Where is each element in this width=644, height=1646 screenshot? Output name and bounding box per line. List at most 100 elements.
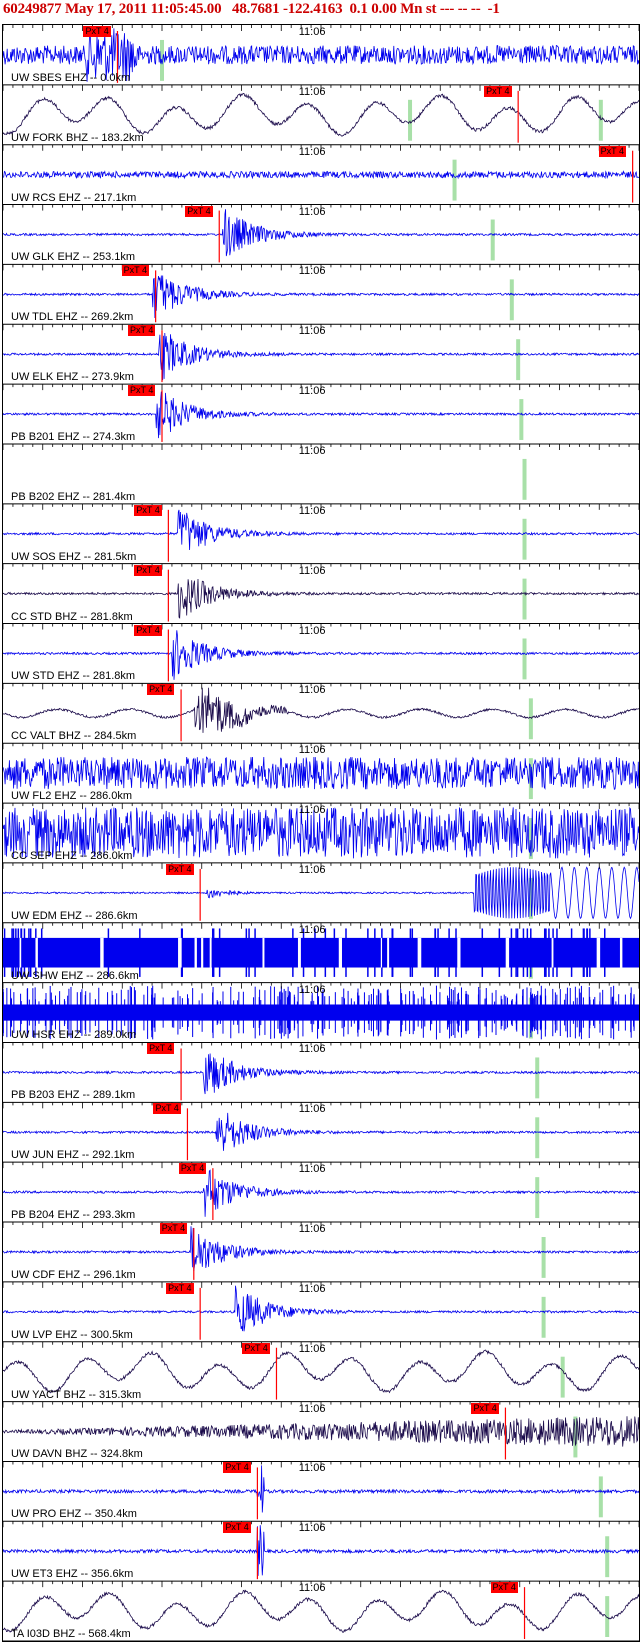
time-label: 11:06	[298, 1402, 326, 1415]
waveform-gap	[551, 937, 554, 968]
pick-label: PxT 4	[598, 145, 626, 157]
arrival-marker	[541, 1296, 546, 1338]
waveform-gap	[619, 937, 623, 968]
station-label: UW STD EHZ -- 281.8km	[11, 670, 136, 683]
time-label: 11:06	[298, 624, 326, 637]
event-header-text: 60249877 May 17, 2011 11:05:45.00 48.768…	[3, 1, 500, 17]
time-label: 11:06	[298, 923, 326, 936]
station-label: UW HSR EHZ -- 289.0km	[11, 1029, 137, 1042]
pick-label: PxT 4	[147, 684, 175, 696]
waveform	[3, 1112, 639, 1151]
waveform	[3, 937, 639, 968]
arrival-marker	[535, 1177, 540, 1219]
waveform	[3, 630, 639, 680]
station-label: UW ET3 EHZ -- 356.6km	[11, 1568, 134, 1581]
seismogram-traces	[3, 25, 639, 1641]
pick-label: PxT 4	[242, 1342, 270, 1354]
time-label: 11:06	[298, 26, 326, 38]
pick-label: PxT 4	[490, 1582, 518, 1594]
pick-label: PxT 4	[134, 624, 162, 636]
waveform	[3, 391, 639, 439]
waveform	[3, 687, 639, 733]
waveform-gap	[19, 937, 22, 968]
waveform	[3, 1285, 639, 1332]
station-label: UW LVP EHZ -- 300.5km	[11, 1328, 133, 1341]
waveform-gap	[100, 937, 104, 968]
arrival-marker	[598, 1476, 603, 1518]
pick-label: PxT 4	[153, 1103, 181, 1115]
pick-label: PxT 4	[223, 1462, 251, 1474]
time-label: 11:06	[298, 205, 326, 218]
station-label: UW FORK BHZ -- 183.2km	[11, 131, 144, 144]
waveform	[3, 866, 639, 920]
waveform	[3, 170, 639, 180]
waveform	[3, 509, 639, 551]
arrival-marker	[605, 1596, 610, 1637]
waveform	[3, 332, 639, 381]
time-label: 11:06	[298, 1522, 326, 1535]
pick-label: PxT 4	[134, 504, 162, 516]
waveform-gap	[338, 937, 342, 968]
time-label: 11:06	[298, 863, 326, 876]
pick-label: PxT 4	[159, 1223, 188, 1235]
pick-label: PxT 4	[178, 1163, 207, 1175]
arrival-marker	[408, 99, 413, 141]
station-label: UW FL2 EHZ -- 286.0km	[11, 790, 133, 803]
waveform	[3, 756, 639, 790]
arrival-marker	[522, 578, 527, 620]
time-label: 11:06	[298, 504, 326, 517]
arrival-marker	[541, 1237, 546, 1278]
station-label: PB B204 EHZ -- 293.3km	[11, 1209, 136, 1222]
arrival-marker	[452, 159, 457, 201]
pick-label: PxT 4	[471, 1402, 499, 1414]
time-label: 11:06	[298, 744, 326, 757]
time-label: 11:06	[298, 385, 326, 398]
station-label: UW SHW EHZ -- 286.6km	[11, 969, 139, 982]
waveform-gap	[35, 937, 38, 968]
station-label: UW RCS EHZ -- 217.1km	[11, 191, 137, 204]
pick-label: PxT 4	[128, 325, 156, 337]
time-label: 11:06	[298, 325, 326, 338]
arrival-marker	[160, 39, 164, 81]
waveform-gap	[201, 937, 204, 968]
pick-label: PxT 4	[223, 1522, 251, 1534]
arrival-marker	[519, 399, 524, 440]
station-label: UW YACT BHZ -- 315.3km	[11, 1388, 142, 1401]
arrival-marker	[528, 698, 533, 740]
waveform-gap	[178, 937, 182, 968]
time-label: 11:06	[298, 265, 326, 278]
waveform	[3, 209, 639, 257]
arrival-marker	[490, 219, 495, 261]
time-label: 11:06	[298, 1163, 326, 1176]
time-label: 11:06	[298, 1043, 326, 1056]
arrival-marker	[522, 638, 527, 680]
arrival-marker	[522, 458, 527, 500]
waveform	[3, 28, 639, 82]
station-label: UW EDM EHZ -- 286.6km	[11, 909, 138, 922]
arrival-marker	[522, 518, 527, 560]
trace-row	[3, 1581, 639, 1641]
pick-label: PxT 4	[147, 1043, 175, 1055]
station-label: UW SOS EHZ -- 281.5km	[11, 550, 137, 563]
trace-row	[3, 1461, 639, 1522]
station-label: CC VALT BHZ -- 284.5km	[11, 730, 137, 743]
pick-label: PxT 4	[166, 863, 194, 875]
waveform-gap	[387, 937, 390, 968]
pick-label: PxT 4	[185, 205, 213, 217]
station-label: TA I03D BHZ -- 568.4km	[11, 1628, 131, 1640]
pick-label: PxT 4	[166, 1282, 194, 1294]
time-label: 11:06	[298, 1282, 326, 1295]
time-label: 11:06	[298, 444, 326, 457]
station-label: UW GLK EHZ -- 253.1km	[11, 251, 136, 264]
waveform-gap	[457, 937, 461, 968]
waveform	[3, 1465, 639, 1513]
station-label: CC STD BHZ -- 281.8km	[11, 610, 133, 623]
arrival-marker	[605, 1536, 610, 1578]
arrival-marker	[598, 99, 603, 141]
station-label: PB B201 EHZ -- 274.3km	[11, 430, 136, 443]
arrival-marker	[509, 279, 514, 321]
time-label: 11:06	[298, 85, 326, 98]
trace-row	[3, 982, 639, 1043]
station-label: UW ELK EHZ -- 273.9km	[11, 371, 134, 384]
waveform	[3, 1525, 639, 1576]
